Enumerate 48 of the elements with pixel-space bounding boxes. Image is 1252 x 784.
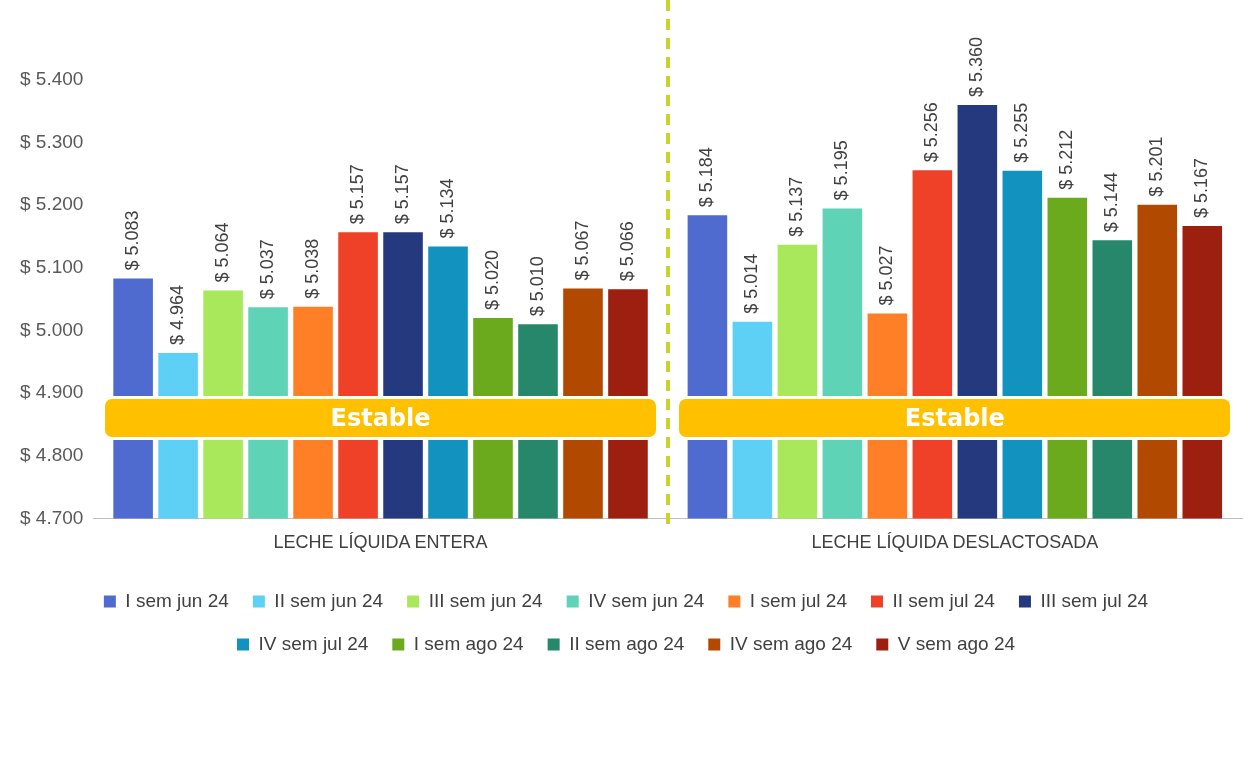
legend-label: IV sem jun 24 — [588, 589, 705, 611]
y-tick-label: $ 5.200 — [19, 193, 84, 215]
legend-label: I sem jul 24 — [749, 589, 848, 611]
data-label: $ 5.134 — [436, 178, 457, 239]
data-label: $ 5.157 — [392, 164, 413, 225]
data-label: $ 5.014 — [741, 253, 762, 314]
data-label: $ 4.964 — [167, 285, 188, 346]
legend-label: III sem jun 24 — [428, 589, 544, 611]
data-label: $ 5.360 — [966, 36, 987, 98]
legend-label: II sem jun 24 — [274, 589, 384, 611]
legend-label: IV sem jul 24 — [258, 632, 369, 654]
data-label: $ 5.167 — [1191, 157, 1212, 218]
data-label: $ 5.212 — [1056, 129, 1077, 190]
data-label: $ 5.184 — [696, 147, 717, 208]
y-tick-label: $ 5.000 — [19, 318, 84, 340]
legend-label: III sem jul 24 — [1040, 589, 1149, 611]
legend-label: II sem jul 24 — [892, 589, 996, 611]
x-tick-label: LECHE LÍQUIDA ENTERA — [273, 532, 488, 553]
data-label: $ 5.027 — [876, 245, 897, 306]
legend-label: I sem ago 24 — [413, 632, 525, 654]
legend-label: IV sem ago 24 — [729, 632, 853, 654]
legend-label: I sem jun 24 — [125, 589, 230, 611]
y-tick-label: $ 5.100 — [19, 256, 84, 278]
data-label: $ 5.256 — [921, 102, 942, 163]
data-label: $ 5.020 — [481, 249, 502, 310]
annotation: Estable — [904, 403, 1005, 432]
y-tick-label: $ 5.400 — [19, 68, 84, 90]
data-label: $ 5.038 — [302, 238, 323, 299]
y-tick-label: $ 4.900 — [19, 381, 84, 403]
data-label: $ 5.010 — [526, 256, 547, 317]
x-tick-label: LECHE LÍQUIDA DESLACTOSADA — [811, 532, 1099, 553]
legend-label: V sem ago 24 — [897, 632, 1016, 654]
data-label: $ 5.137 — [786, 176, 807, 237]
data-label: $ 5.144 — [1101, 172, 1122, 233]
y-tick-label: $ 4.700 — [19, 506, 84, 528]
data-label: $ 5.037 — [257, 239, 278, 300]
data-label: $ 5.195 — [831, 140, 852, 201]
data-label: $ 5.064 — [212, 222, 233, 283]
data-label: $ 5.083 — [122, 210, 143, 271]
annotation: Estable — [330, 403, 431, 432]
legend-label: II sem ago 24 — [569, 632, 685, 654]
data-label: $ 5.067 — [571, 220, 592, 281]
data-label: $ 5.201 — [1146, 136, 1167, 197]
data-label: $ 5.157 — [347, 164, 368, 225]
y-tick-label: $ 4.800 — [19, 444, 84, 466]
y-tick-label: $ 5.300 — [19, 130, 84, 152]
data-label: $ 5.255 — [1011, 102, 1032, 163]
data-label: $ 5.066 — [616, 221, 637, 282]
